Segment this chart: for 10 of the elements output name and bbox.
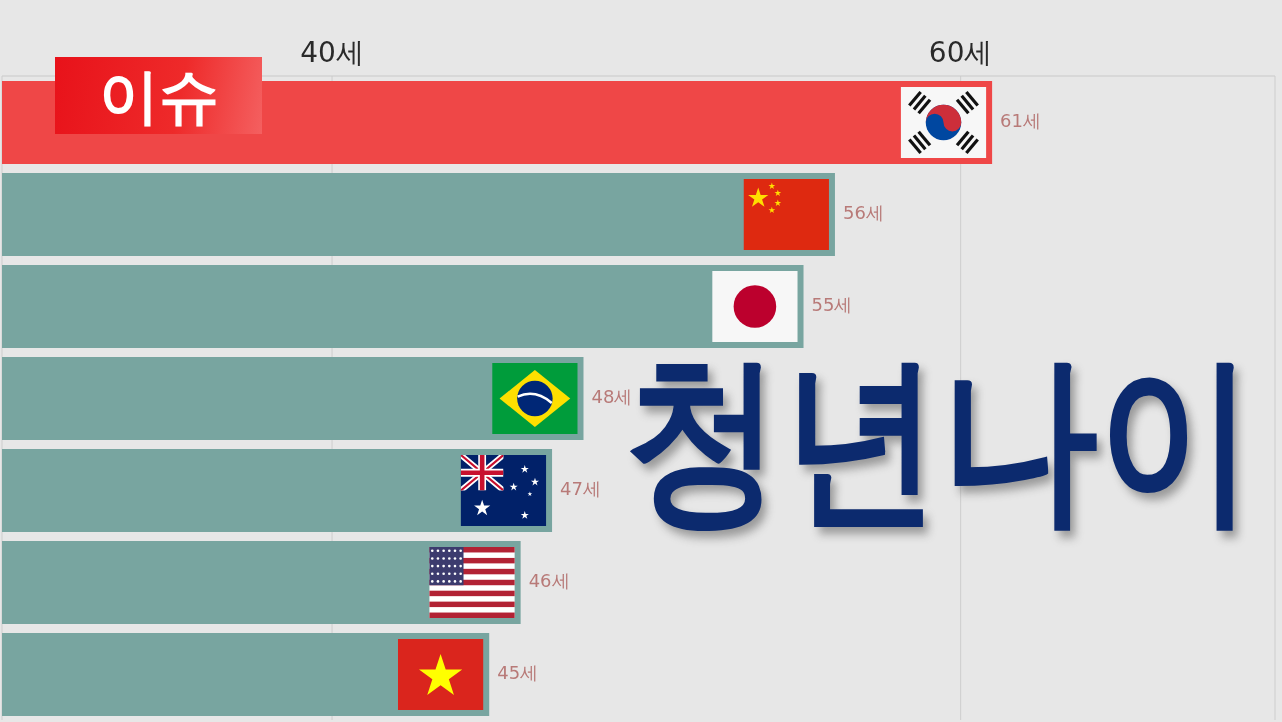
data-label: 47세 <box>560 477 601 498</box>
x-tick-label: 40세 <box>300 36 364 69</box>
data-label: 61세 <box>1000 109 1042 130</box>
data-label: 45세 <box>497 661 539 682</box>
x-tick-label: 60세 <box>928 36 993 69</box>
data-label: 46세 <box>528 569 570 590</box>
data-label: 56세 <box>842 201 884 222</box>
badge: 이슈 <box>55 57 262 134</box>
data-label: 55세 <box>811 293 853 314</box>
annotation: 이슈 <box>98 60 219 131</box>
